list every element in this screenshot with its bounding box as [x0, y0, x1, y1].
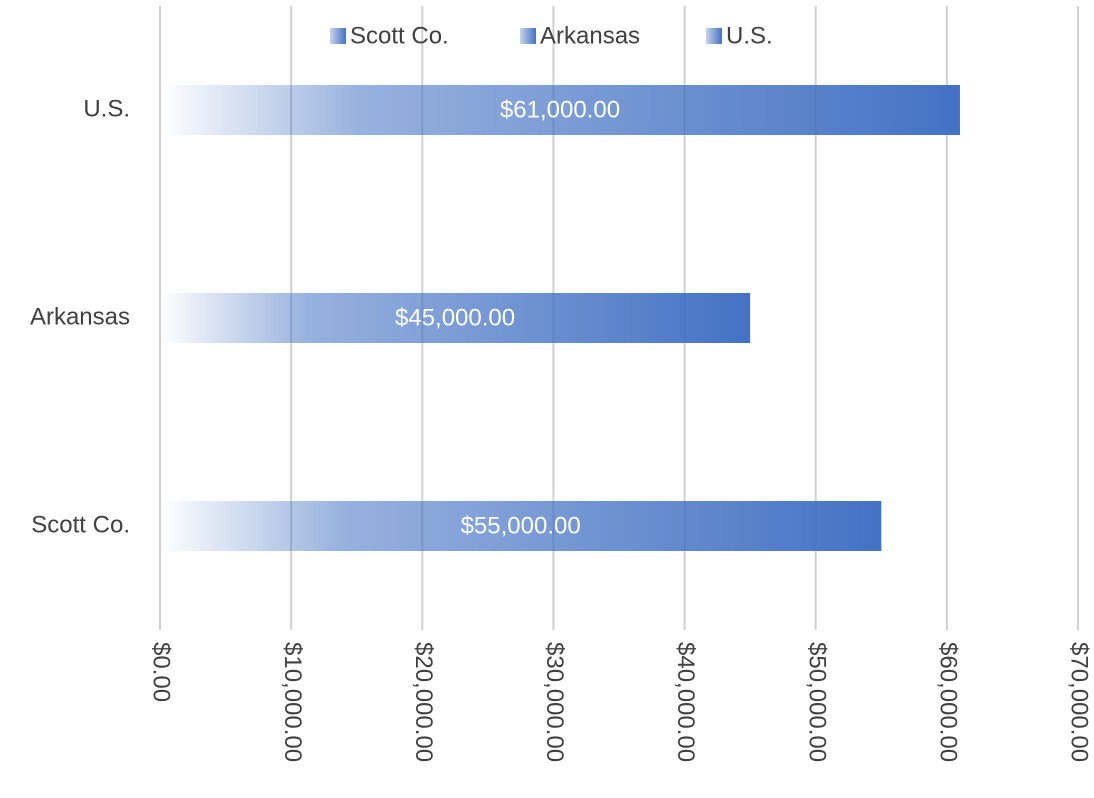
data-label: $61,000.00: [500, 96, 620, 123]
x-tick-label: $40,000.00: [672, 642, 699, 762]
bar: [160, 501, 882, 551]
x-tick-label: $20,000.00: [410, 642, 437, 762]
legend-swatch: [330, 28, 346, 44]
data-label: $45,000.00: [395, 304, 515, 331]
legend-swatch: [520, 28, 536, 44]
data-label: $55,000.00: [461, 512, 581, 539]
x-tick-label: $60,000.00: [935, 642, 962, 762]
legend-label: U.S.: [726, 22, 773, 49]
x-tick-label: $50,000.00: [803, 642, 830, 762]
legend-label: Arkansas: [540, 22, 640, 49]
x-tick-label: $0.00: [148, 642, 175, 702]
bar: [160, 85, 960, 135]
y-tick-label: U.S.: [83, 95, 130, 122]
legend-label: Scott Co.: [350, 22, 449, 49]
y-tick-label: Scott Co.: [31, 511, 130, 538]
x-tick-label: $30,000.00: [541, 642, 568, 762]
bar: [160, 293, 751, 343]
x-tick-label: $10,000.00: [279, 642, 306, 762]
x-tick-label: $70,000.00: [1066, 642, 1093, 762]
legend-swatch: [706, 28, 722, 44]
y-tick-label: Arkansas: [30, 303, 130, 330]
